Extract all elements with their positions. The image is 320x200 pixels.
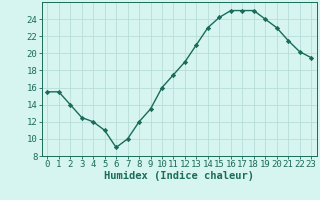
- X-axis label: Humidex (Indice chaleur): Humidex (Indice chaleur): [104, 171, 254, 181]
